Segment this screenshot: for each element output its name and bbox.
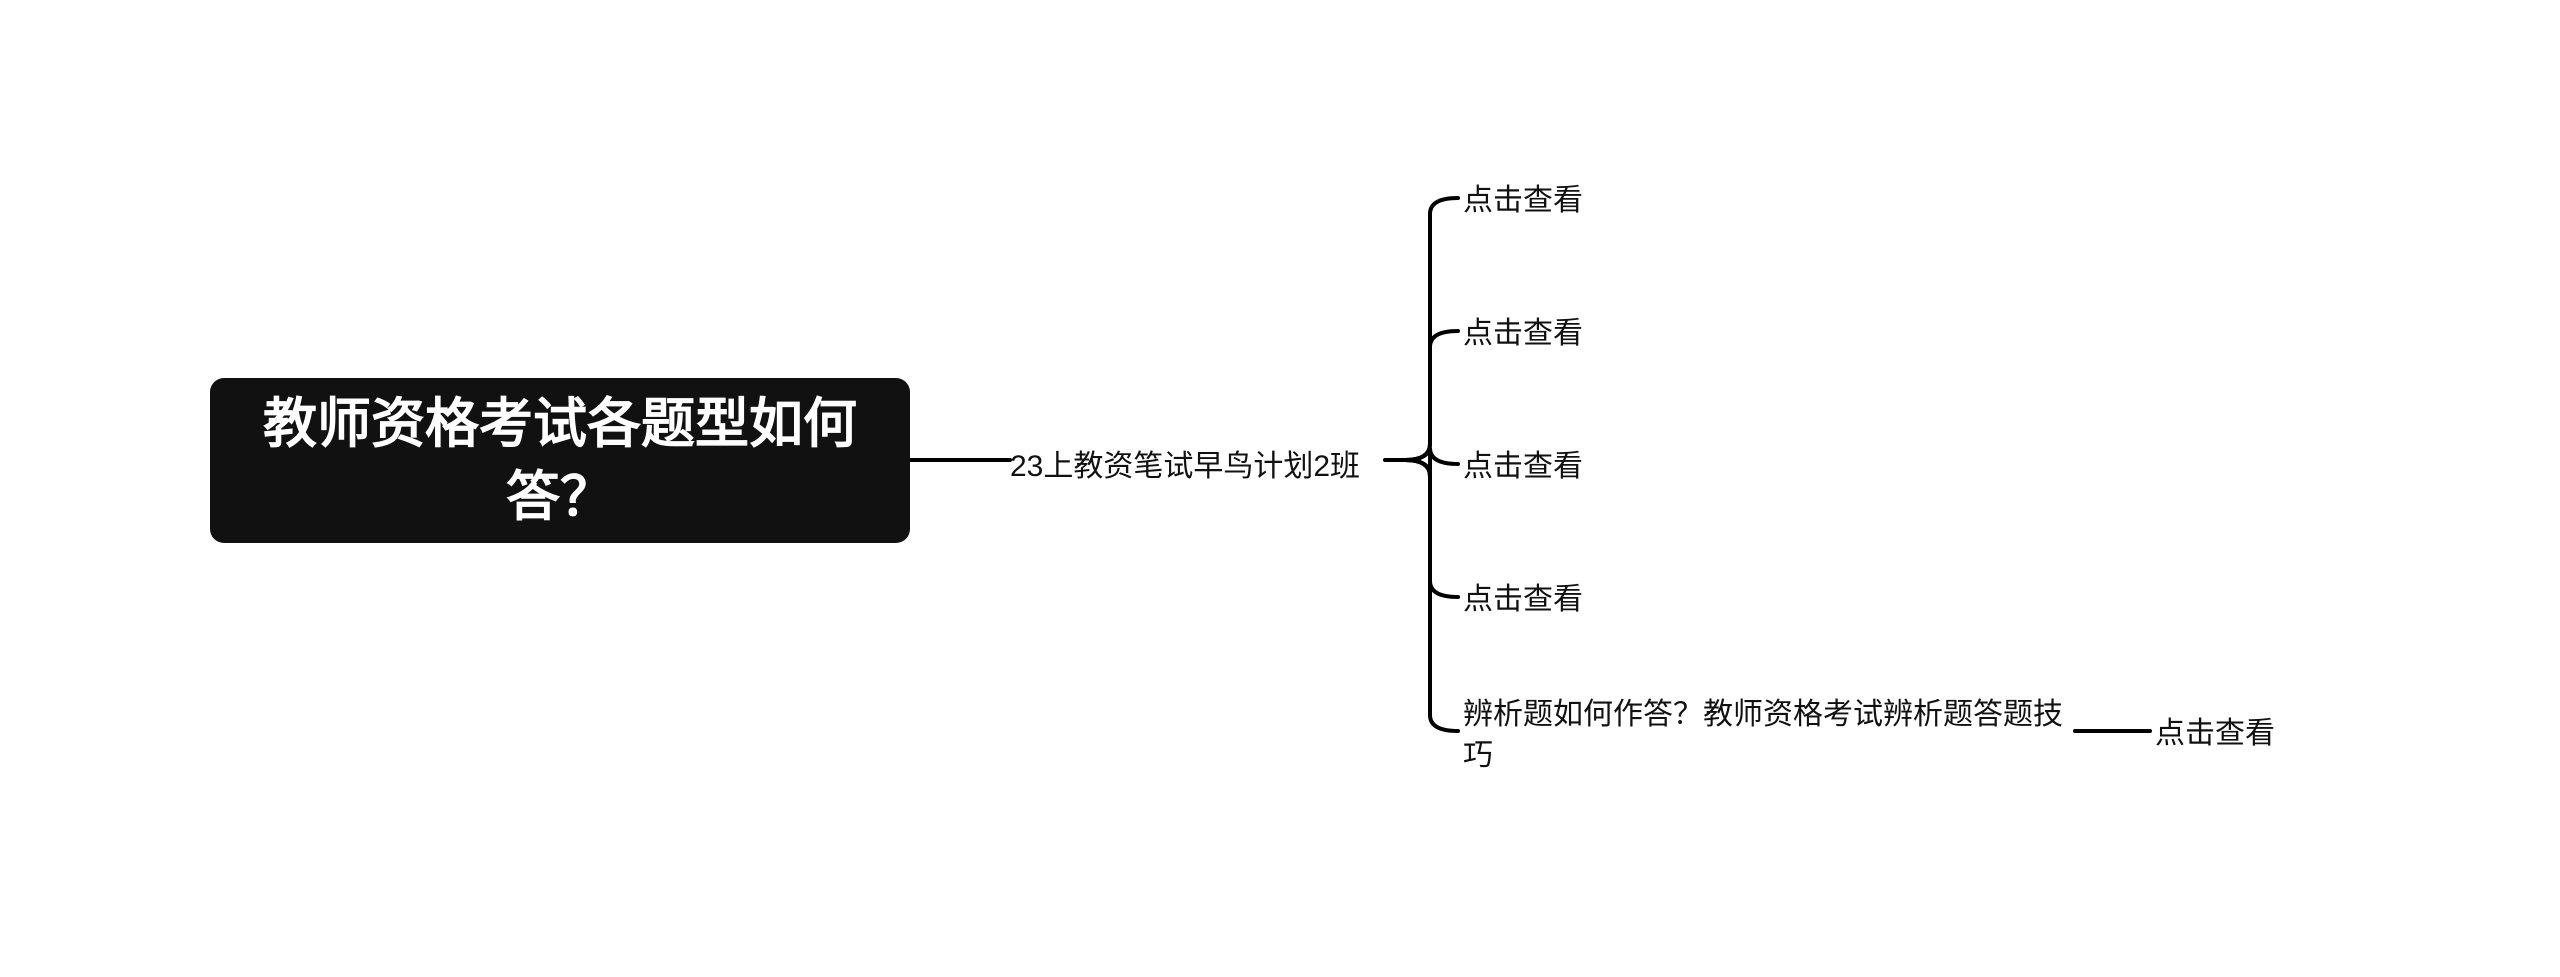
leaf-node[interactable]: 点击查看 [1463, 314, 1603, 353]
leaf-label: 点击查看 [1463, 447, 1583, 486]
root-node-line1: 教师资格考试各题型如何 [263, 394, 857, 454]
mindmap-canvas: 教师资格考试各题型如何 答？ 23上教资笔试早鸟计划2班 点击查看 点击查看 点… [0, 0, 2560, 977]
leaf-long-line2: 巧 [1463, 739, 1493, 772]
leaf-node[interactable]: 点击查看 [1463, 580, 1603, 619]
root-node-line2: 答？ [506, 467, 614, 527]
leaf-label: 点击查看 [1463, 181, 1583, 220]
leaf-node-long: 辨析题如何作答？教师资格考试辨析题答题技 巧 [1463, 695, 2073, 776]
leaf-label: 点击查看 [2155, 714, 2275, 753]
leaf-label: 点击查看 [1463, 580, 1583, 619]
branch-node-label: 23上教资笔试早鸟计划2班 [1010, 447, 1360, 486]
leaf-label: 点击查看 [1463, 314, 1583, 353]
leaf-node[interactable]: 点击查看 [2155, 714, 2295, 753]
leaf-long-line1: 辨析题如何作答？教师资格考试辨析题答题技 [1463, 698, 2063, 731]
leaf-node[interactable]: 点击查看 [1463, 181, 1603, 220]
branch-node: 23上教资笔试早鸟计划2班 [1010, 446, 1380, 486]
leaf-node[interactable]: 点击查看 [1463, 447, 1603, 486]
root-node: 教师资格考试各题型如何 答？ [210, 378, 910, 543]
